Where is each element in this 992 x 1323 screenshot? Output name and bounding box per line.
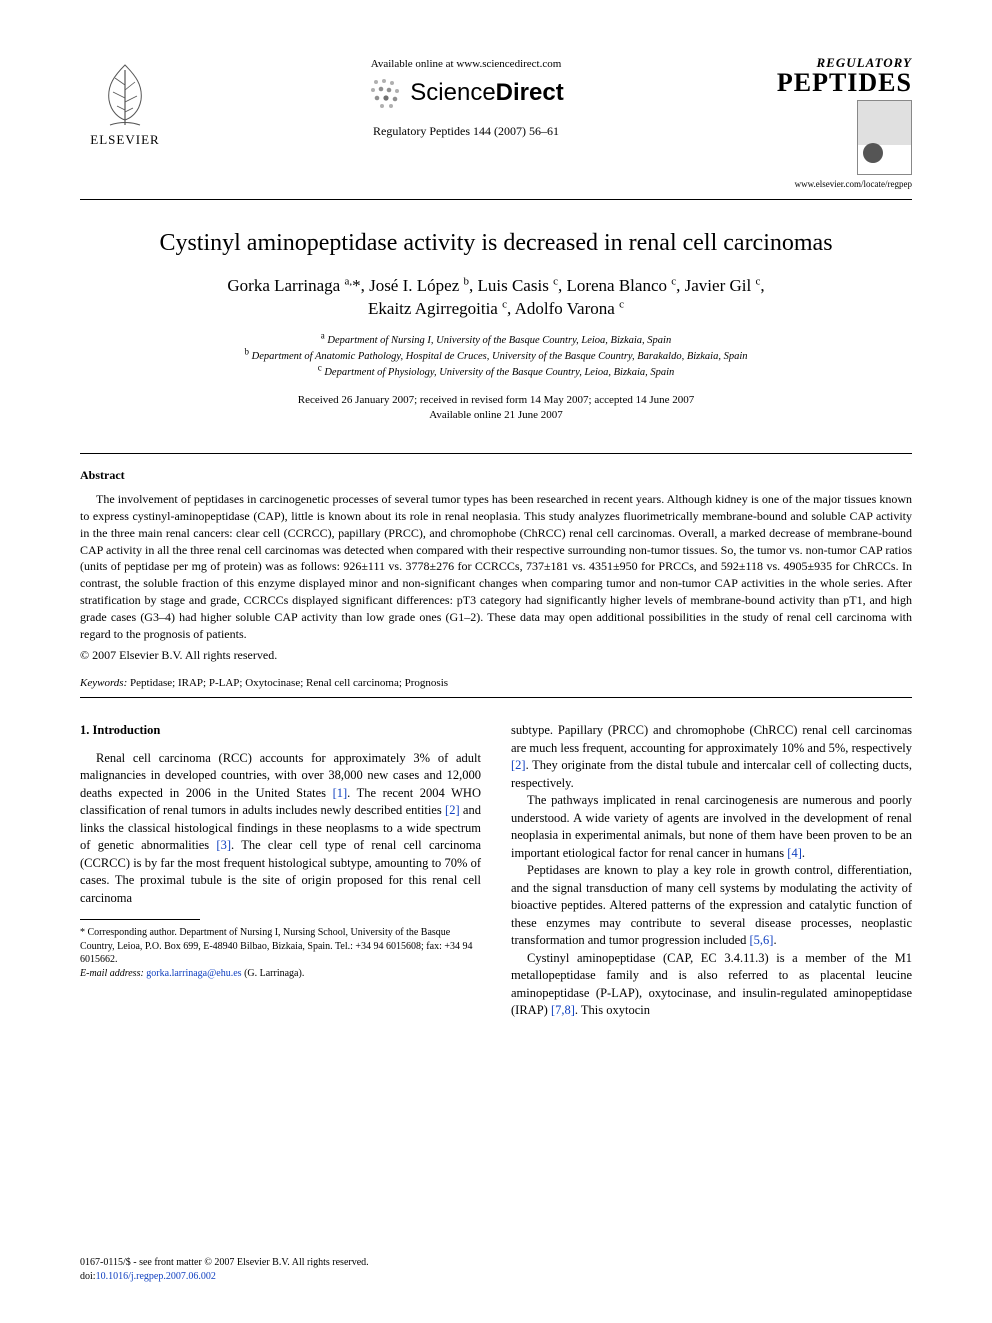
keywords-value: Peptidase; IRAP; P-LAP; Oxytocinase; Ren… bbox=[130, 677, 448, 689]
bottom-bar: 0167-0115/$ - see front matter © 2007 El… bbox=[80, 1256, 369, 1283]
intro-paragraph-1-left: Renal cell carcinoma (RCC) accounts for … bbox=[80, 750, 481, 908]
sciencedirect-logo: ScienceDirect bbox=[368, 76, 563, 110]
copyright: © 2007 Elsevier B.V. All rights reserved… bbox=[80, 648, 912, 663]
rp1b: . They originate from the distal tubule … bbox=[511, 758, 912, 790]
article-dates: Received 26 January 2007; received in re… bbox=[80, 393, 912, 424]
email-tail: (G. Larrinaga). bbox=[242, 968, 305, 979]
right-column: subtype. Papillary (PRCC) and chromophob… bbox=[511, 722, 912, 1020]
sd-bold: Direct bbox=[496, 79, 564, 106]
corresponding-author: * Corresponding author. Department of Nu… bbox=[80, 926, 481, 967]
keywords-label: Keywords: bbox=[80, 677, 127, 689]
intro-paragraph-1-right: subtype. Papillary (PRCC) and chromophob… bbox=[511, 722, 912, 792]
center-header: Available online at www.sciencedirect.co… bbox=[170, 50, 762, 139]
rp2a: The pathways implicated in renal carcino… bbox=[511, 793, 912, 860]
journal-logo-block: REGULATORY PEPTIDES www.elsevier.com/loc… bbox=[762, 50, 912, 189]
doi-line: doi:10.1016/j.regpep.2007.06.002 bbox=[80, 1270, 369, 1284]
author-varona: Adolfo Varona bbox=[515, 299, 615, 318]
doi-link[interactable]: 10.1016/j.regpep.2007.06.002 bbox=[96, 1271, 216, 1282]
section-1-heading: 1. Introduction bbox=[80, 722, 481, 740]
email-label: E-mail address: bbox=[80, 968, 144, 979]
affiliation-b: b Department of Anatomic Pathology, Hosp… bbox=[80, 349, 912, 365]
abstract-body: The involvement of peptidases in carcino… bbox=[80, 491, 912, 642]
author-agirregoitia: Ekaitz Agirregoitia bbox=[368, 299, 498, 318]
affiliation-c: c Department of Physiology, University o… bbox=[80, 365, 912, 381]
sd-plain: Science bbox=[410, 79, 495, 106]
left-column: 1. Introduction Renal cell carcinoma (RC… bbox=[80, 722, 481, 1020]
intro-paragraph-2: The pathways implicated in renal carcino… bbox=[511, 792, 912, 862]
dates-line2: Available online 21 June 2007 bbox=[80, 408, 912, 423]
affiliation-a-text: Department of Nursing I, University of t… bbox=[327, 335, 671, 346]
ref-5-6[interactable]: [5,6] bbox=[750, 933, 774, 947]
footnotes: * Corresponding author. Department of Nu… bbox=[80, 926, 481, 980]
page-header: ELSEVIER Available online at www.science… bbox=[80, 50, 912, 189]
rp4b: . This oxytocin bbox=[575, 1003, 650, 1017]
rp3b: . bbox=[773, 933, 776, 947]
affiliation-a: a Department of Nursing I, University of… bbox=[80, 333, 912, 349]
elsevier-label: ELSEVIER bbox=[90, 132, 159, 148]
sciencedirect-icon bbox=[368, 76, 402, 110]
elsevier-logo-block: ELSEVIER bbox=[80, 50, 170, 148]
rp1a: subtype. Papillary (PRCC) and chromophob… bbox=[511, 723, 912, 755]
abstract-heading: Abstract bbox=[80, 468, 912, 483]
doi-label: doi: bbox=[80, 1271, 96, 1282]
email-address[interactable]: gorka.larrinaga@ehu.es bbox=[146, 968, 241, 979]
email-line: E-mail address: gorka.larrinaga@ehu.es (… bbox=[80, 967, 481, 981]
body-columns: 1. Introduction Renal cell carcinoma (RC… bbox=[80, 722, 912, 1020]
affiliation-c-text: Department of Physiology, University of … bbox=[324, 367, 674, 378]
header-separator bbox=[80, 199, 912, 200]
author-lopez: José I. López bbox=[369, 276, 459, 295]
ref-7-8[interactable]: [7,8] bbox=[551, 1003, 575, 1017]
ref-4[interactable]: [4] bbox=[787, 846, 802, 860]
front-matter-line: 0167-0115/$ - see front matter © 2007 El… bbox=[80, 1256, 369, 1270]
ref-2[interactable]: [2] bbox=[445, 803, 460, 817]
affiliation-b-text: Department of Anatomic Pathology, Hospit… bbox=[252, 351, 748, 362]
rp3a: Peptidases are known to play a key role … bbox=[511, 863, 912, 947]
intro-paragraph-4: Cystinyl aminopeptidase (CAP, EC 3.4.11.… bbox=[511, 950, 912, 1020]
peptides-word: PEPTIDES bbox=[777, 71, 912, 94]
sciencedirect-text: ScienceDirect bbox=[410, 79, 563, 107]
article-title: Cystinyl aminopeptidase activity is decr… bbox=[80, 230, 912, 257]
abstract-section: Abstract The involvement of peptidases i… bbox=[80, 468, 912, 689]
abstract-top-separator bbox=[80, 453, 912, 454]
author-gil: Javier Gil bbox=[685, 276, 752, 295]
journal-reference: Regulatory Peptides 144 (2007) 56–61 bbox=[373, 124, 559, 139]
elsevier-tree-icon bbox=[95, 60, 155, 130]
ref-2b[interactable]: [2] bbox=[511, 758, 526, 772]
rp2b: . bbox=[802, 846, 805, 860]
dates-line1: Received 26 January 2007; received in re… bbox=[80, 393, 912, 408]
available-online-text: Available online at www.sciencedirect.co… bbox=[371, 58, 562, 70]
author-larrinaga: Gorka Larrinaga bbox=[227, 276, 340, 295]
abstract-bottom-separator bbox=[80, 697, 912, 698]
keywords: Keywords: Peptidase; IRAP; P-LAP; Oxytoc… bbox=[80, 677, 912, 689]
authors: Gorka Larrinaga a,*, José I. López b, Lu… bbox=[80, 275, 912, 321]
journal-url: www.elsevier.com/locate/regpep bbox=[795, 179, 912, 189]
abstract-text: The involvement of peptidases in carcino… bbox=[80, 491, 912, 642]
footnote-separator bbox=[80, 919, 200, 920]
author-casis: Luis Casis bbox=[478, 276, 549, 295]
ref-3[interactable]: [3] bbox=[216, 838, 231, 852]
intro-paragraph-3: Peptidases are known to play a key role … bbox=[511, 862, 912, 950]
ref-1[interactable]: [1] bbox=[333, 786, 348, 800]
journal-cover-icon bbox=[857, 100, 912, 175]
affiliations: a Department of Nursing I, University of… bbox=[80, 333, 912, 380]
author-blanco: Lorena Blanco bbox=[566, 276, 667, 295]
